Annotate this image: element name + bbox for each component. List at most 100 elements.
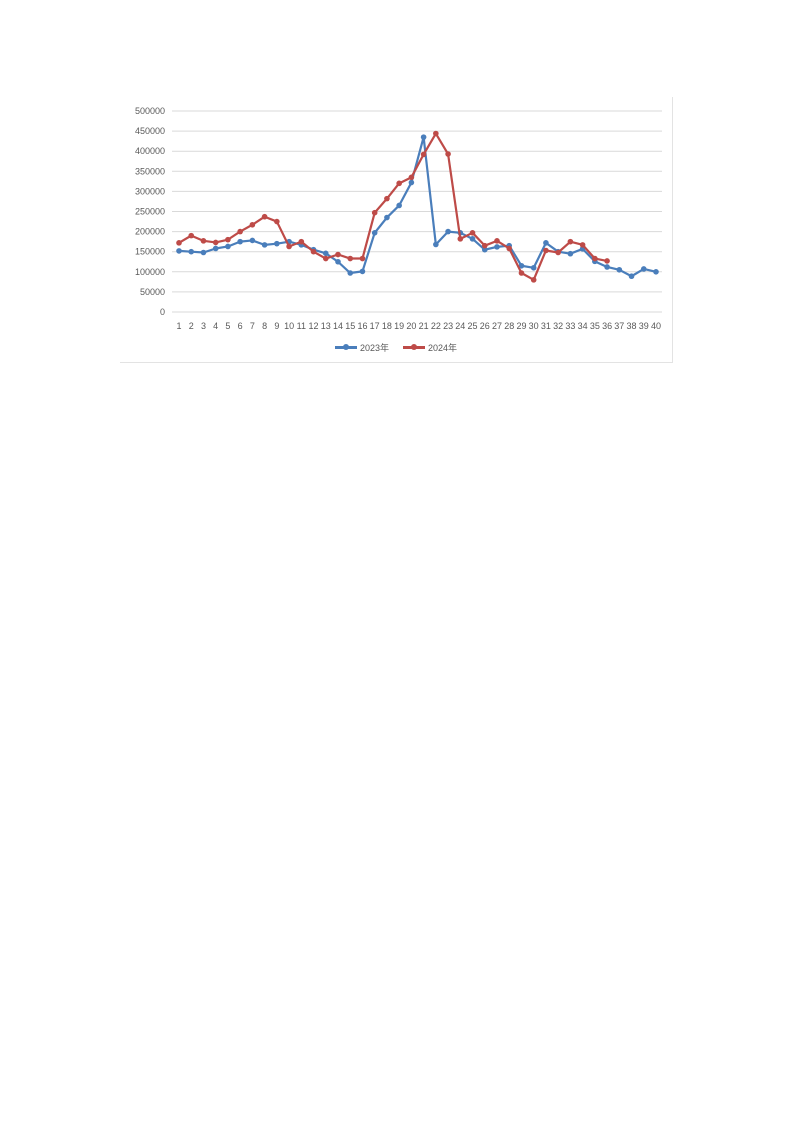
data-point bbox=[384, 214, 390, 221]
data-point bbox=[433, 241, 439, 248]
x-tick-label: 20 bbox=[406, 321, 416, 331]
x-tick-label: 17 bbox=[370, 321, 380, 331]
data-point bbox=[616, 266, 623, 273]
data-point bbox=[237, 228, 243, 235]
y-tick-label: 300000 bbox=[135, 186, 165, 196]
data-point bbox=[347, 255, 354, 262]
x-tick-label: 38 bbox=[627, 321, 637, 331]
x-tick-label: 36 bbox=[602, 321, 612, 331]
x-tick-label: 18 bbox=[382, 321, 392, 331]
data-point bbox=[604, 258, 610, 264]
x-tick-label: 39 bbox=[639, 321, 649, 331]
data-point bbox=[371, 230, 378, 236]
x-tick-label: 32 bbox=[553, 321, 563, 331]
x-tick-label: 5 bbox=[225, 321, 230, 331]
x-tick-label: 16 bbox=[357, 321, 367, 331]
data-point bbox=[396, 180, 402, 187]
y-tick-label: 500000 bbox=[135, 106, 165, 116]
data-point bbox=[322, 250, 329, 257]
data-point bbox=[176, 248, 182, 254]
data-point bbox=[261, 213, 268, 220]
data-point bbox=[530, 264, 537, 271]
data-point bbox=[371, 209, 378, 216]
data-point bbox=[274, 218, 280, 225]
legend-item-2023: 2023年 bbox=[334, 341, 389, 354]
x-tick-label: 22 bbox=[431, 321, 441, 331]
x-tick-label: 7 bbox=[250, 321, 255, 331]
data-point bbox=[200, 249, 207, 256]
data-point bbox=[518, 262, 525, 269]
x-tick-label: 40 bbox=[651, 321, 661, 331]
data-point bbox=[445, 228, 451, 235]
data-point bbox=[543, 240, 549, 246]
data-point bbox=[518, 270, 525, 276]
legend-swatch-2023 bbox=[334, 344, 357, 350]
x-tick-label: 13 bbox=[321, 321, 331, 331]
data-point bbox=[359, 268, 366, 275]
x-tick-label: 19 bbox=[394, 321, 404, 331]
y-tick-label: 0 bbox=[160, 307, 165, 317]
data-point bbox=[433, 130, 439, 137]
x-tick-label: 33 bbox=[565, 321, 575, 331]
legend: 2023年 2024年 bbox=[120, 341, 672, 354]
chart-container: 0 50000 100000 150000 200000 250000 300000 3500… bbox=[120, 97, 673, 363]
data-point bbox=[555, 249, 561, 256]
data-point bbox=[592, 255, 598, 262]
x-tick-label: 26 bbox=[480, 321, 490, 331]
series-line-2023年 bbox=[178, 136, 657, 278]
x-tick-label: 2 bbox=[189, 321, 194, 331]
x-tick-label: 29 bbox=[516, 321, 526, 331]
data-point bbox=[469, 230, 476, 236]
x-tick-label: 8 bbox=[262, 321, 267, 331]
data-point bbox=[640, 266, 647, 272]
x-tick-label: 9 bbox=[274, 321, 279, 331]
data-point bbox=[653, 269, 659, 275]
data-point bbox=[237, 238, 243, 245]
y-tick-label: 200000 bbox=[135, 227, 165, 237]
legend-swatch-2024 bbox=[403, 344, 425, 350]
x-tick-label: 25 bbox=[468, 321, 478, 331]
y-tick-label: 150000 bbox=[135, 247, 165, 257]
x-tick-label: 23 bbox=[443, 321, 453, 331]
data-point bbox=[212, 245, 219, 252]
line-chart: 0500001000001500002000002500003000003500… bbox=[135, 106, 662, 331]
data-point bbox=[445, 151, 451, 157]
series-line-2024年 bbox=[178, 132, 608, 281]
data-point bbox=[604, 264, 610, 270]
data-point bbox=[188, 248, 195, 255]
x-tick-label: 37 bbox=[614, 321, 624, 331]
data-point bbox=[274, 240, 280, 247]
x-tick-label: 31 bbox=[541, 321, 551, 331]
x-tick-label: 30 bbox=[529, 321, 539, 331]
y-tick-label: 450000 bbox=[135, 126, 165, 136]
x-tick-label: 6 bbox=[238, 321, 243, 331]
data-point bbox=[322, 255, 329, 262]
x-tick-label: 24 bbox=[455, 321, 465, 331]
x-tick-label: 11 bbox=[297, 321, 306, 331]
x-tick-label: 1 bbox=[176, 321, 181, 331]
data-point bbox=[530, 277, 537, 283]
x-tick-label: 34 bbox=[578, 321, 588, 331]
data-point bbox=[286, 243, 292, 250]
y-tick-label: 250000 bbox=[135, 207, 165, 217]
data-point bbox=[384, 195, 390, 202]
data-point bbox=[628, 273, 635, 280]
data-point bbox=[188, 232, 195, 239]
y-tick-label: 50000 bbox=[140, 287, 165, 297]
data-point bbox=[225, 236, 231, 243]
data-point bbox=[298, 238, 305, 245]
data-point bbox=[457, 236, 464, 242]
data-point bbox=[481, 246, 488, 253]
data-point bbox=[310, 248, 317, 255]
data-point bbox=[359, 255, 366, 262]
data-point bbox=[335, 251, 341, 258]
y-tick-label: 400000 bbox=[135, 146, 165, 156]
data-point bbox=[420, 134, 427, 140]
data-point bbox=[494, 238, 500, 244]
data-point bbox=[408, 174, 415, 181]
data-point bbox=[176, 240, 182, 246]
x-tick-label: 35 bbox=[590, 321, 600, 331]
data-point bbox=[481, 242, 488, 249]
x-tick-label: 15 bbox=[345, 321, 355, 331]
x-tick-label: 12 bbox=[309, 321, 319, 331]
